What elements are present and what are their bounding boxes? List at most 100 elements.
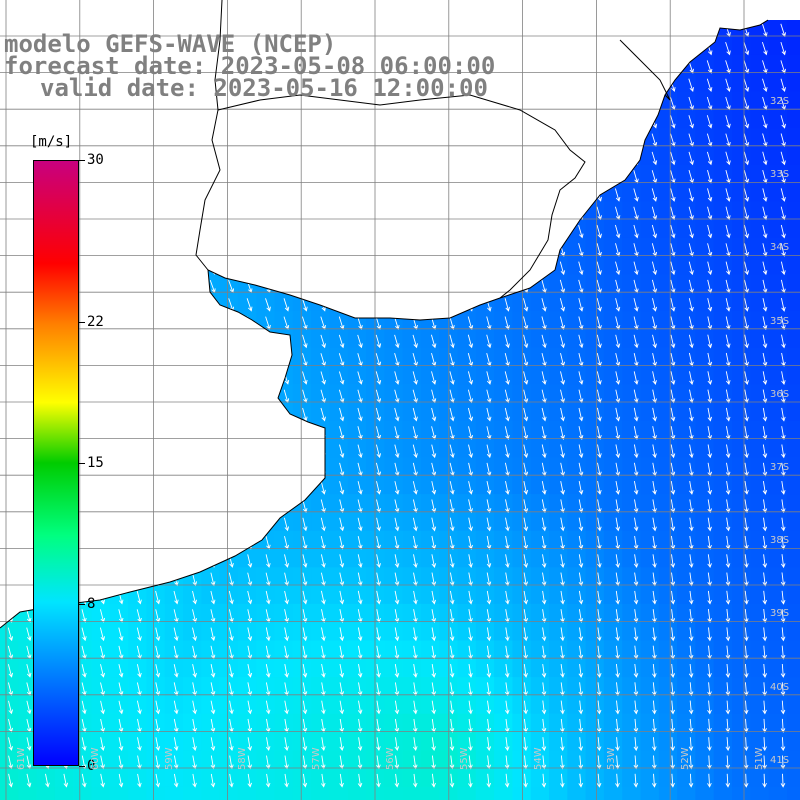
wind-speed-cell <box>512 658 532 678</box>
wind-arrow <box>743 78 750 92</box>
wind-speed-cell <box>677 439 696 459</box>
wind-speed-cell <box>695 567 715 587</box>
wind-speed-cell <box>201 713 221 733</box>
wind-speed-cell <box>549 786 568 800</box>
wind-speed-cell <box>201 585 221 605</box>
latitude-label: 36S <box>770 388 790 400</box>
wind-speed-cell <box>475 585 495 605</box>
wind-arrow <box>339 517 345 532</box>
wind-speed-cell <box>164 768 184 788</box>
wind-speed-cell <box>366 567 385 587</box>
wind-speed-cell <box>457 311 477 330</box>
wind-arrow <box>596 627 602 642</box>
wind-speed-cell <box>622 384 642 404</box>
wind-arrow <box>541 444 547 459</box>
wind-speed-cell <box>329 347 349 367</box>
wind-speed-cell <box>640 420 660 440</box>
wind-speed-cell <box>494 695 513 715</box>
wind-speed-cell <box>402 750 422 770</box>
wind-speed-cell <box>402 695 422 715</box>
wind-speed-cell <box>420 585 440 605</box>
wind-speed-cell <box>475 713 495 733</box>
wind-speed-cell <box>622 658 642 678</box>
wind-speed-cell <box>183 603 202 623</box>
wind-speed-cell <box>640 622 660 642</box>
wind-arrow <box>633 663 639 678</box>
wind-arrow <box>560 590 565 605</box>
wind-arrow <box>504 664 510 678</box>
wind-arrow <box>762 554 768 569</box>
wind-speed-cell <box>658 786 678 800</box>
wind-speed-cell <box>237 695 257 715</box>
wind-speed-cell <box>786 91 800 111</box>
wind-speed-cell <box>91 786 111 800</box>
wind-speed-cell <box>256 732 276 751</box>
wind-speed-cell <box>750 237 770 257</box>
wind-speed-cell <box>567 549 587 568</box>
wind-arrow <box>725 682 731 697</box>
wind-speed-cell <box>201 750 221 770</box>
wind-arrow <box>762 590 768 605</box>
wind-speed-cell <box>640 329 660 349</box>
wind-arrow <box>652 645 657 660</box>
wind-arrow <box>523 481 529 495</box>
wind-speed-cell <box>402 329 422 349</box>
wind-arrow <box>302 590 308 605</box>
wind-arrow <box>615 682 620 697</box>
wind-speed-cell <box>201 677 221 696</box>
wind-arrow <box>762 627 768 642</box>
wind-speed-cell <box>640 384 660 404</box>
wind-speed-cell <box>183 658 202 678</box>
wind-speed-cell <box>402 512 422 532</box>
wind-arrow <box>725 224 731 239</box>
wind-speed-cell <box>567 622 587 642</box>
wind-arrow <box>725 188 731 202</box>
wind-speed-cell <box>549 420 568 440</box>
wind-speed-cell <box>146 768 166 788</box>
wind-arrow <box>781 316 786 331</box>
wind-arrow <box>431 700 436 715</box>
wind-speed-cell <box>311 732 330 751</box>
wind-arrow <box>7 627 14 642</box>
wind-speed-cell <box>402 439 422 459</box>
wind-speed-cell <box>420 732 440 751</box>
wind-speed-cell <box>256 658 276 678</box>
wind-speed-cell <box>128 677 147 696</box>
wind-speed-cell <box>549 311 568 330</box>
wind-speed-cell <box>768 164 788 184</box>
wind-speed-cell <box>732 91 751 111</box>
wind-arrow <box>449 334 455 349</box>
wind-arrow <box>541 334 547 349</box>
wind-speed-cell <box>567 420 587 440</box>
wind-speed-cell <box>750 73 770 93</box>
wind-arrow <box>339 572 345 587</box>
wind-arrow <box>670 627 676 642</box>
wind-speed-cell <box>109 750 129 770</box>
wind-arrow <box>596 663 602 678</box>
wind-arrow <box>743 41 750 56</box>
wind-speed-cell <box>183 732 202 751</box>
wind-arrow <box>449 444 455 459</box>
wind-arrow <box>468 609 473 623</box>
wind-speed-cell <box>530 457 550 477</box>
wind-speed-cell <box>494 658 513 678</box>
wind-speed-cell <box>768 54 788 74</box>
wind-speed-cell <box>603 237 623 257</box>
wind-arrow <box>762 261 768 276</box>
wind-speed-cell <box>603 603 623 623</box>
wind-speed-cell <box>311 713 330 733</box>
wind-speed-cell <box>347 366 367 385</box>
wind-arrow <box>357 700 363 715</box>
wind-speed-cell <box>658 658 678 678</box>
wind-speed-cell <box>768 292 788 312</box>
wind-speed-cell <box>658 622 678 642</box>
map-title-valid-date: valid date: 2023-05-16 12:00:00 <box>40 74 488 102</box>
wind-speed-cell <box>402 677 422 696</box>
wind-speed-cell <box>256 713 276 733</box>
wind-speed-cell <box>311 366 330 385</box>
wind-arrow <box>578 261 584 276</box>
wind-arrow <box>688 590 694 605</box>
wind-speed-cell <box>237 732 257 751</box>
wind-arrow <box>486 407 492 422</box>
wind-speed-cell <box>329 329 349 349</box>
